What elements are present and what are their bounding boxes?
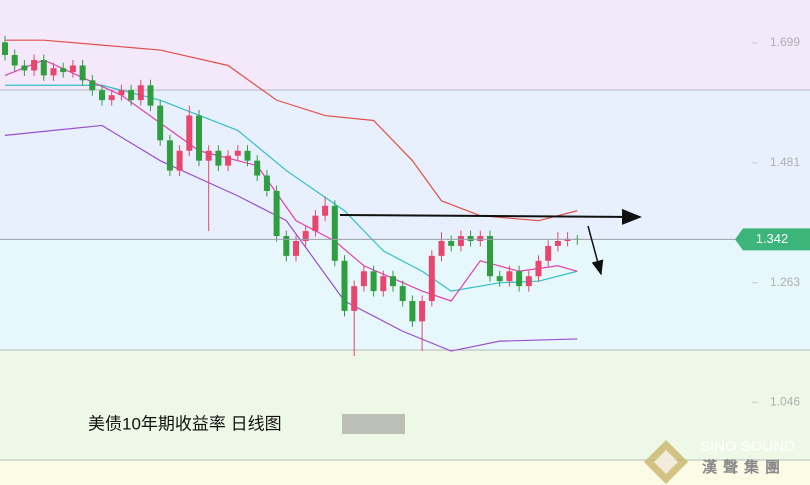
candle-body	[554, 241, 561, 246]
candle-body	[166, 140, 173, 171]
candle-body	[477, 236, 484, 242]
candle-body	[137, 85, 144, 101]
candle-body	[390, 276, 396, 287]
candle-body	[205, 150, 212, 161]
candle-body	[147, 85, 154, 106]
arrow	[339, 208, 642, 225]
band	[0, 0, 810, 90]
candle-body	[438, 241, 445, 256]
candle-body	[283, 236, 290, 256]
candle-body	[186, 115, 193, 151]
candle-body	[360, 271, 367, 287]
candle-body	[448, 241, 455, 246]
candle-body	[525, 276, 532, 287]
candle-body	[399, 286, 406, 301]
candle-body	[215, 150, 222, 166]
indicator-line	[4, 124, 578, 352]
candle-body	[21, 65, 28, 71]
candle-body	[564, 238, 571, 242]
candle-body	[535, 260, 542, 277]
candle-body	[108, 95, 115, 101]
candle-body	[176, 150, 183, 171]
candle-body	[331, 205, 338, 261]
candle-body	[263, 175, 270, 191]
candle-body	[89, 80, 96, 91]
logo-en: SINO SOUND	[700, 438, 795, 455]
candle-body	[69, 65, 76, 73]
y-tick-label: 1.699	[770, 35, 800, 49]
candle-body	[118, 90, 125, 96]
candle-body	[293, 241, 299, 256]
candle-body	[234, 150, 241, 156]
candle-body	[341, 260, 348, 311]
candle-body	[302, 231, 309, 242]
candle-body	[380, 276, 387, 292]
y-tick-label: 1.046	[770, 394, 800, 408]
candle-body	[409, 300, 416, 322]
price-label: 1.342	[756, 231, 789, 246]
candle-body	[40, 59, 47, 76]
logo-zh: 漢聲集團	[702, 458, 786, 476]
candle-body	[60, 68, 67, 73]
band	[0, 460, 810, 485]
candle-body	[516, 271, 523, 287]
candle-body	[545, 245, 552, 261]
candle-body	[11, 55, 18, 66]
y-tick-label: 1.481	[770, 155, 800, 169]
candle-body	[419, 300, 426, 322]
y-tick-label: 1.263	[770, 275, 800, 289]
candle-body	[225, 155, 232, 166]
candle-body	[370, 271, 377, 292]
candle-body	[128, 90, 135, 101]
candle-body	[312, 215, 319, 232]
candle-body	[157, 105, 164, 141]
band	[0, 90, 810, 240]
candle-body	[99, 90, 105, 101]
indicator-line	[4, 59, 578, 302]
band	[0, 350, 810, 460]
candle-body	[79, 65, 86, 81]
candle-body	[31, 59, 38, 71]
candle-body	[428, 255, 435, 301]
candle-body	[196, 115, 202, 161]
candle-body	[487, 236, 493, 277]
candle-body	[50, 68, 57, 76]
candle-body	[496, 276, 503, 282]
logo: SINO SOUND 漢聲集團	[644, 438, 795, 484]
candle-body	[322, 205, 329, 216]
candle-body	[273, 190, 280, 237]
candle-body	[2, 42, 8, 56]
blur-box	[342, 414, 405, 434]
price-tag	[735, 228, 810, 251]
candle-body	[244, 150, 251, 161]
candle-body	[467, 236, 474, 242]
chart-title: 美债10年期收益率 日线图	[88, 414, 282, 433]
candle-body	[351, 286, 358, 311]
candle-body	[254, 160, 261, 176]
candle-body	[506, 271, 513, 282]
arrow	[587, 225, 604, 276]
candle-body	[457, 236, 464, 246]
